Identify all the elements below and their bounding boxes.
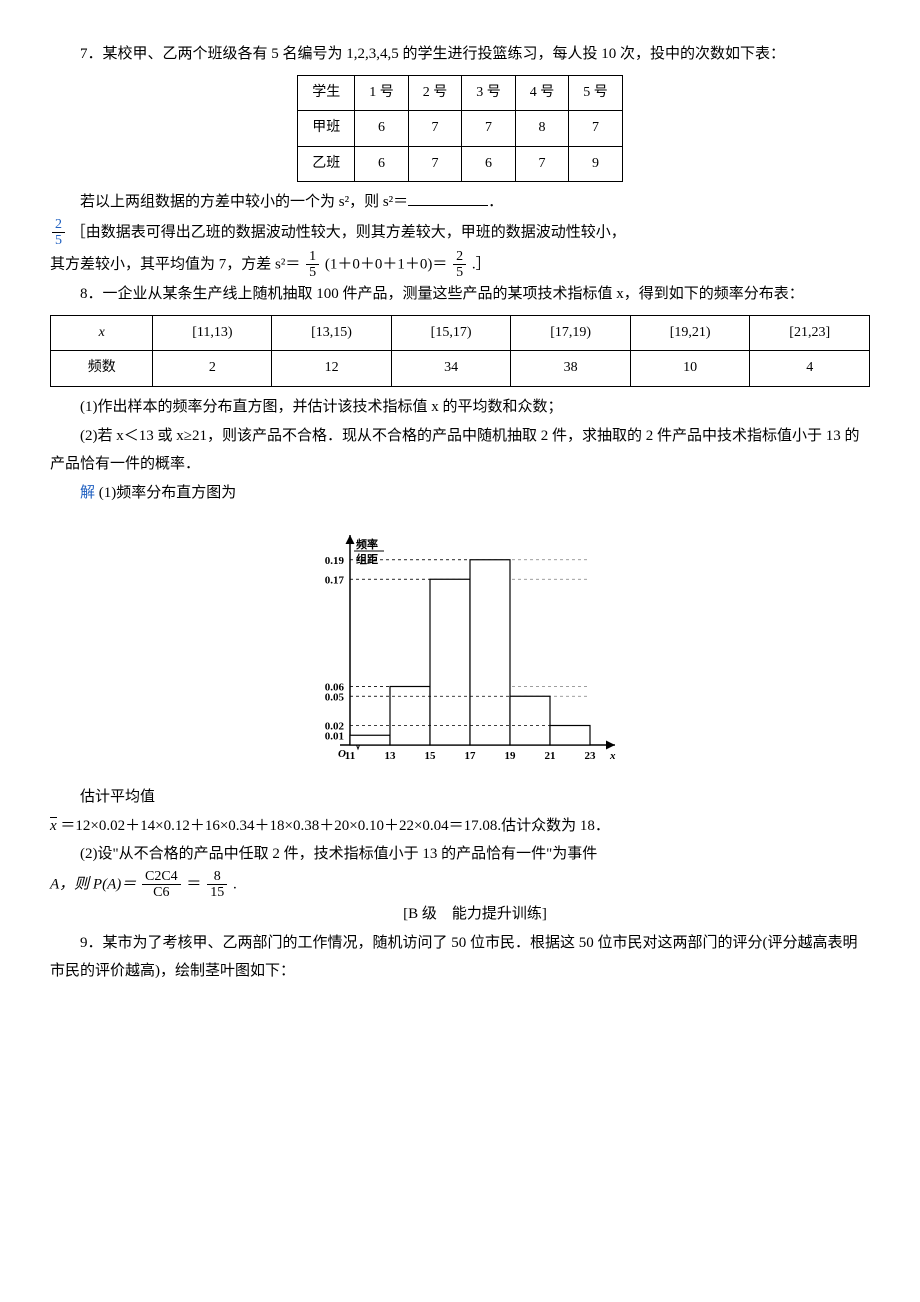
q8-sol2b-eq: ＝ bbox=[186, 876, 201, 892]
q8-rowlabel: 频数 bbox=[51, 351, 153, 387]
q7-expl1: ［由数据表可得出乙班的数据波动性较大，则其方差较大，甲班的数据波动性较小， bbox=[71, 224, 626, 240]
q8-sol2a: (2)设"从不合格的产品中任取 2 件，技术指标值小于 13 的产品恰有一件"为… bbox=[50, 840, 870, 869]
svg-text:19: 19 bbox=[505, 750, 517, 762]
q8-mean-line: x ＝12×0.02＋14×0.12＋16×0.34＋18×0.38＋20×0.… bbox=[50, 812, 870, 841]
svg-text:0.02: 0.02 bbox=[325, 721, 345, 733]
q8-text: 8．一企业从某条生产线上随机抽取 100 件产品，测量这些产品的某项技术指标值 … bbox=[50, 280, 870, 309]
q8-sol1: (1)频率分布直方图为 bbox=[99, 485, 237, 501]
q8-sol2b-c: . bbox=[233, 876, 237, 892]
svg-text:0.06: 0.06 bbox=[325, 682, 345, 694]
svg-text:x: x bbox=[609, 750, 616, 762]
q7-r0-c5: 7 bbox=[569, 111, 623, 147]
q7-r0-c4: 8 bbox=[515, 111, 569, 147]
svg-text:11: 11 bbox=[345, 750, 355, 762]
q7-th-1: 1 号 bbox=[355, 75, 409, 111]
q7-r0-c0: 甲班 bbox=[298, 111, 355, 147]
q8-sub1: (1)作出样本的频率分布直方图，并估计该技术指标值 x 的平均数和众数； bbox=[50, 393, 870, 422]
svg-text:频率: 频率 bbox=[356, 537, 378, 551]
fill-blank bbox=[408, 190, 488, 206]
q7-th-4: 4 号 bbox=[515, 75, 569, 111]
svg-text:0.17: 0.17 bbox=[325, 574, 345, 586]
svg-text:组距: 组距 bbox=[356, 552, 378, 566]
q7-expl2-frac1: 1 5 bbox=[306, 249, 319, 281]
q8-th-6: [21,23] bbox=[750, 315, 870, 351]
q7-th-3: 3 号 bbox=[462, 75, 516, 111]
q8-c3: 34 bbox=[391, 351, 511, 387]
frac-num: C2C4 bbox=[142, 869, 181, 885]
q7-expl2-frac2: 2 5 bbox=[453, 249, 466, 281]
q7-r1-c1: 6 bbox=[355, 146, 409, 182]
q7-answer-frac: 2 5 bbox=[52, 217, 65, 249]
frac-num: 2 bbox=[453, 249, 466, 265]
q7-th-2: 2 号 bbox=[408, 75, 462, 111]
q7-after: 若以上两组数据的方差中较小的一个为 s²，则 s²＝． bbox=[50, 188, 870, 217]
q7-expl2: 其方差较小，其平均值为 7，方差 s²＝ 1 5 (1＋0＋0＋1＋0)＝ 2 … bbox=[50, 249, 870, 281]
q8-th-2: [13,15) bbox=[272, 315, 392, 351]
q7-text: 7．某校甲、乙两个班级各有 5 名编号为 1,2,3,4,5 的学生进行投篮练习… bbox=[50, 40, 870, 69]
q7-expl2-c: .］ bbox=[472, 256, 491, 272]
q7-expl2-a: 其方差较小，其平均值为 7，方差 s²＝ bbox=[50, 256, 300, 272]
q8-th-4: [17,19) bbox=[511, 315, 631, 351]
q8-table: x [11,13) [13,15) [15,17) [17,19) [19,21… bbox=[50, 315, 870, 387]
q7-answer-line: 2 5 ［由数据表可得出乙班的数据波动性较大，则其方差较大，甲班的数据波动性较小… bbox=[50, 217, 870, 249]
frac-num: 8 bbox=[207, 869, 227, 885]
q8-c1: 2 bbox=[153, 351, 272, 387]
q7-r1-c3: 6 bbox=[462, 146, 516, 182]
q7-expl2-b: (1＋0＋0＋1＋0)＝ bbox=[325, 256, 448, 272]
q8-th-3: [15,17) bbox=[391, 315, 511, 351]
q8-sol2b-frac2: 8 15 bbox=[207, 869, 227, 901]
q8-c6: 4 bbox=[750, 351, 870, 387]
svg-text:23: 23 bbox=[585, 750, 597, 762]
q8-mean-text: ＝12×0.02＋14×0.12＋16×0.34＋18×0.38＋20×0.10… bbox=[60, 818, 610, 834]
q8-sol2b-frac1: C2C4 C6 bbox=[142, 869, 181, 901]
q7-after-text: 若以上两组数据的方差中较小的一个为 s²，则 s²＝ bbox=[80, 194, 408, 210]
svg-text:17: 17 bbox=[465, 750, 477, 762]
svg-text:0.19: 0.19 bbox=[325, 555, 345, 567]
q8-mean-intro: 估计平均值 bbox=[50, 783, 870, 812]
frac-num: 1 bbox=[306, 249, 319, 265]
q8-c4: 38 bbox=[511, 351, 631, 387]
level-b-heading: [B 级 能力提升训练] bbox=[50, 900, 870, 929]
q8-sol2b-a: A，则 P(A)＝ bbox=[50, 876, 136, 892]
xbar-symbol: x bbox=[50, 817, 57, 834]
frac-den: 5 bbox=[306, 265, 319, 280]
q8-sol-line: 解 (1)频率分布直方图为 bbox=[50, 479, 870, 508]
q7-r0-c2: 7 bbox=[408, 111, 462, 147]
svg-text:21: 21 bbox=[545, 750, 556, 762]
q7-r1-c5: 9 bbox=[569, 146, 623, 182]
q8-sol2b: A，则 P(A)＝ C2C4 C6 ＝ 8 15 . bbox=[50, 869, 870, 901]
frac-den: C6 bbox=[142, 885, 181, 900]
frac-den: 5 bbox=[52, 233, 65, 248]
q8-c2: 12 bbox=[272, 351, 392, 387]
svg-text:15: 15 bbox=[425, 750, 437, 762]
q7-r1-c2: 7 bbox=[408, 146, 462, 182]
svg-text:13: 13 bbox=[385, 750, 397, 762]
q8-th-1: [11,13) bbox=[153, 315, 272, 351]
q7-r1-c0: 乙班 bbox=[298, 146, 355, 182]
q7-r1-c4: 7 bbox=[515, 146, 569, 182]
q8-sub2: (2)若 x＜13 或 x≥21，则该产品不合格．现从不合格的产品中随机抽取 2… bbox=[50, 422, 870, 479]
frac-den: 5 bbox=[453, 265, 466, 280]
histogram-chart: 频率组距Ox0.010.020.050.060.170.191113151719… bbox=[280, 515, 640, 775]
q7-r0-c3: 7 bbox=[462, 111, 516, 147]
q8-c5: 10 bbox=[630, 351, 750, 387]
frac-den: 15 bbox=[207, 885, 227, 900]
frac-num: 2 bbox=[52, 217, 65, 233]
q8-th-0: x bbox=[51, 315, 153, 351]
q8-sol-label: 解 bbox=[80, 485, 95, 501]
q8-th-5: [19,21) bbox=[630, 315, 750, 351]
q7-table: 学生 1 号 2 号 3 号 4 号 5 号 甲班 6 7 7 8 7 乙班 6… bbox=[297, 75, 623, 183]
q7-r0-c1: 6 bbox=[355, 111, 409, 147]
q7-th-0: 学生 bbox=[298, 75, 355, 111]
q9-text: 9．某市为了考核甲、乙两部门的工作情况，随机访问了 50 位市民．根据这 50 … bbox=[50, 929, 870, 986]
q7-th-5: 5 号 bbox=[569, 75, 623, 111]
